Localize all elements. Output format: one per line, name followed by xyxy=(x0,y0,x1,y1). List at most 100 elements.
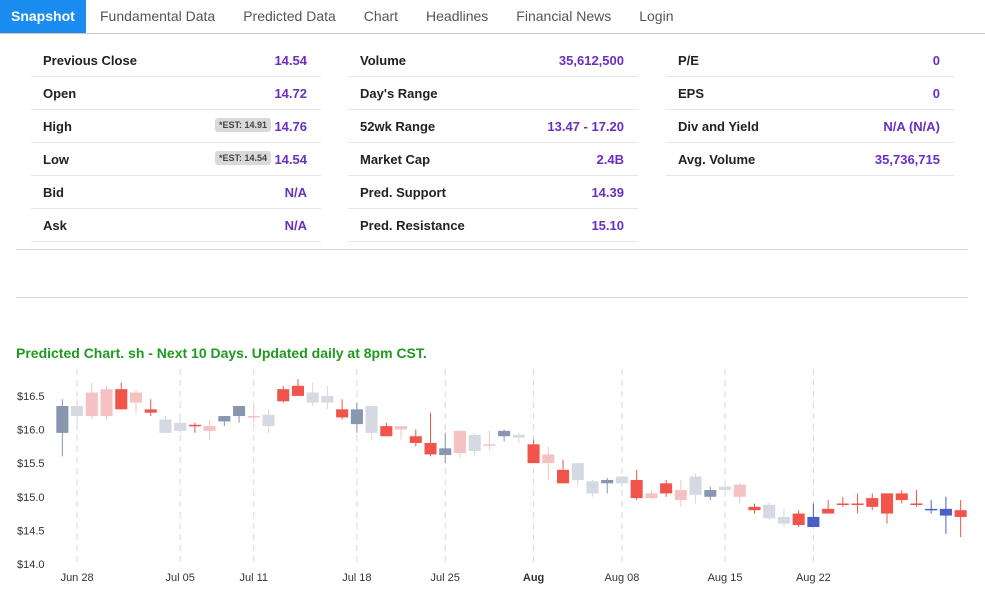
candle-body xyxy=(395,426,408,430)
candle-body xyxy=(851,503,864,505)
stat-value: 13.47 - 17.20 xyxy=(547,119,624,134)
stat-value: 2.4B xyxy=(596,152,624,167)
y-tick-label: $15.5 xyxy=(17,458,45,470)
top-nav: Snapshot Fundamental Data Predicted Data Ch… xyxy=(0,0,985,34)
stat-label: Low xyxy=(43,152,69,167)
snapshot-column-1: Previous Close 14.54 Open 14.72 High 14.76 *ES… xyxy=(31,44,321,242)
candle-body xyxy=(277,389,290,402)
y-tick-label: $14.0 xyxy=(17,559,45,571)
stat-row: Div and Yield N/A (N/A) xyxy=(666,110,954,143)
x-tick-label: Aug 08 xyxy=(605,572,640,584)
stat-row: High 14.76 *EST: 14.91 xyxy=(31,110,321,143)
candle-body xyxy=(836,503,849,505)
candle-body xyxy=(674,490,687,501)
candle-body xyxy=(409,436,422,443)
tab-predicted-data[interactable]: Predicted Data xyxy=(243,8,336,24)
candle-body xyxy=(763,504,776,519)
candle-body xyxy=(336,409,349,418)
stat-label: P/E xyxy=(678,53,699,68)
candle-body xyxy=(115,389,128,410)
candle-body xyxy=(895,493,908,501)
stat-label: Ask xyxy=(43,218,67,233)
y-tick-label: $15.0 xyxy=(17,492,45,504)
candle-body xyxy=(203,426,216,431)
stat-row: Low 14.54 *EST: 14.54 xyxy=(31,143,321,176)
stat-label: 52wk Range xyxy=(360,119,436,134)
candle-body xyxy=(704,490,717,497)
candle-body xyxy=(56,405,69,433)
candle-body xyxy=(188,424,201,427)
candle-body xyxy=(689,476,702,495)
y-tick-label: $16.5 xyxy=(17,391,45,403)
x-tick-label: Jul 18 xyxy=(342,572,371,584)
stat-label: Pred. Resistance xyxy=(360,218,465,233)
candle-body xyxy=(527,444,540,464)
stat-row: Market Cap 2.4B xyxy=(348,143,638,176)
candle-body xyxy=(542,454,555,464)
stat-row: Ask N/A xyxy=(31,209,321,242)
x-tick-label: Aug xyxy=(523,572,544,584)
stat-label: Open xyxy=(43,86,77,101)
tab-headlines[interactable]: Headlines xyxy=(426,8,489,24)
stat-label: Day's Range xyxy=(360,86,438,101)
candle-body xyxy=(866,498,879,507)
stat-label: Pred. Support xyxy=(360,185,446,200)
candle-body xyxy=(557,469,570,484)
tab-fundamental-data[interactable]: Fundamental Data xyxy=(100,8,216,24)
candle-body xyxy=(468,434,481,452)
stat-row: Avg. Volume 35,736,715 xyxy=(666,143,954,176)
stat-row: Previous Close 14.54 xyxy=(31,44,321,77)
candle-body xyxy=(645,493,658,499)
tab-login[interactable]: Login xyxy=(639,8,674,24)
tab-chart[interactable]: Chart xyxy=(363,8,399,24)
candle-body xyxy=(512,434,525,438)
candle-body xyxy=(100,389,113,417)
stat-row: Volume 35,612,500 xyxy=(348,44,638,77)
candle-body xyxy=(660,483,673,494)
x-tick-label: Jul 05 xyxy=(165,572,194,584)
divider-top xyxy=(16,249,968,250)
y-tick-label: $14.5 xyxy=(17,525,45,537)
candle-body xyxy=(159,419,172,433)
x-tick-label: Jun 28 xyxy=(61,572,94,584)
stat-row: Pred. Support 14.39 xyxy=(348,176,638,209)
estimate-badge: *EST: 14.91 xyxy=(214,118,271,132)
candle-body xyxy=(792,513,805,525)
tab-financial-news[interactable]: Financial News xyxy=(516,8,612,24)
candle-body xyxy=(880,493,894,514)
candle-body xyxy=(85,392,98,417)
candle-body xyxy=(925,508,938,511)
candle-body xyxy=(733,484,746,497)
stat-value: 0 xyxy=(932,86,940,101)
candle-body xyxy=(453,430,466,454)
chart-title: Predicted Chart. sh - Next 10 Days. Upda… xyxy=(16,345,427,361)
candle-body xyxy=(777,516,790,524)
candle-body xyxy=(247,416,260,418)
candle-body xyxy=(498,430,511,437)
stat-label: EPS xyxy=(678,86,705,101)
y-tick-label: $16.0 xyxy=(17,425,45,437)
candle-body xyxy=(306,392,319,403)
candle-body xyxy=(822,508,835,514)
candle-body xyxy=(630,479,643,499)
candle-body xyxy=(291,385,305,396)
stat-label: Market Cap xyxy=(360,152,431,167)
candle-body xyxy=(144,409,157,413)
candle-body xyxy=(586,481,599,494)
stat-label: High xyxy=(43,119,72,134)
x-tick-label: Aug 15 xyxy=(708,572,743,584)
stat-value: 35,736,715 xyxy=(874,152,940,167)
estimate-badge: *EST: 14.54 xyxy=(214,151,271,165)
stat-value: 14.54 xyxy=(274,53,307,68)
stat-label: Bid xyxy=(43,185,64,200)
stat-value: N/A (N/A) xyxy=(883,119,940,134)
candle-body xyxy=(439,448,452,456)
candle-body xyxy=(718,486,732,491)
stat-row: EPS 0 xyxy=(666,77,954,110)
predicted-price-chart: $14.0 $14.5 $15.0 $15.5 $16.0 $16.5 Jun 28 Jul … xyxy=(17,369,967,584)
tab-snapshot[interactable]: Snapshot xyxy=(0,0,86,33)
candle-body xyxy=(954,510,967,517)
candle-body xyxy=(218,416,231,422)
candle-body xyxy=(321,395,334,403)
candle-body xyxy=(380,426,393,437)
